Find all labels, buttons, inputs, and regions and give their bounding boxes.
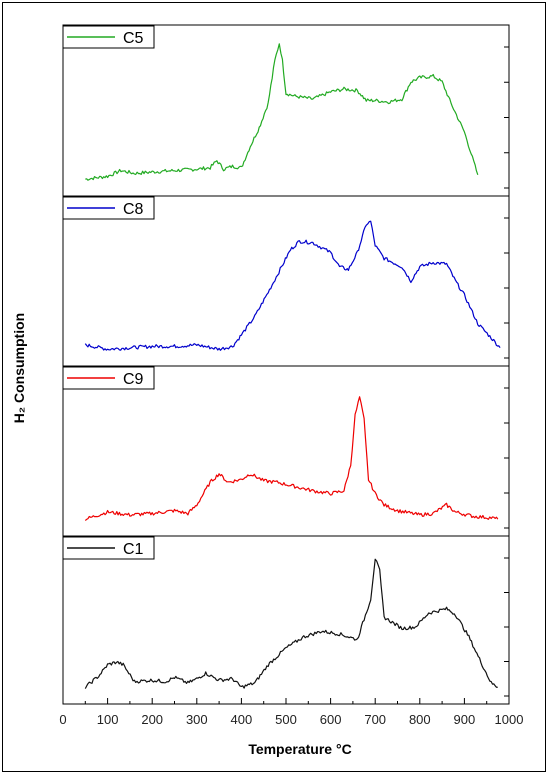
series-line-C9 xyxy=(84,396,499,521)
x-tick-label: 1000 xyxy=(495,712,524,727)
x-tick-label: 100 xyxy=(97,712,119,727)
legend-label-C1: C1 xyxy=(123,541,144,558)
x-tick-label: 700 xyxy=(364,712,386,727)
series-line-C5 xyxy=(85,43,479,181)
x-tick-label: 200 xyxy=(141,712,163,727)
legend-label-C5: C5 xyxy=(123,30,144,47)
x-tick-label: 900 xyxy=(454,712,476,727)
x-tick-label: 500 xyxy=(275,712,297,727)
legend-label-C8: C8 xyxy=(123,201,144,218)
panel-border-C8 xyxy=(62,195,510,367)
x-tick-label: 800 xyxy=(409,712,431,727)
series-line-C1 xyxy=(84,558,498,689)
series-line-C8 xyxy=(84,220,501,351)
x-axis-title: Temperature °C xyxy=(248,741,351,757)
panel-border-C1 xyxy=(62,535,510,705)
x-tick-label: 0 xyxy=(59,712,66,727)
panel-border-C5 xyxy=(62,24,510,197)
panel-border-C9 xyxy=(62,365,510,537)
x-tick-label: 400 xyxy=(231,712,253,727)
x-tick-label: 300 xyxy=(186,712,208,727)
x-tick-label: 600 xyxy=(320,712,342,727)
y-axis-title: H₂ Consumption xyxy=(11,313,27,423)
legend-label-C9: C9 xyxy=(123,371,144,388)
